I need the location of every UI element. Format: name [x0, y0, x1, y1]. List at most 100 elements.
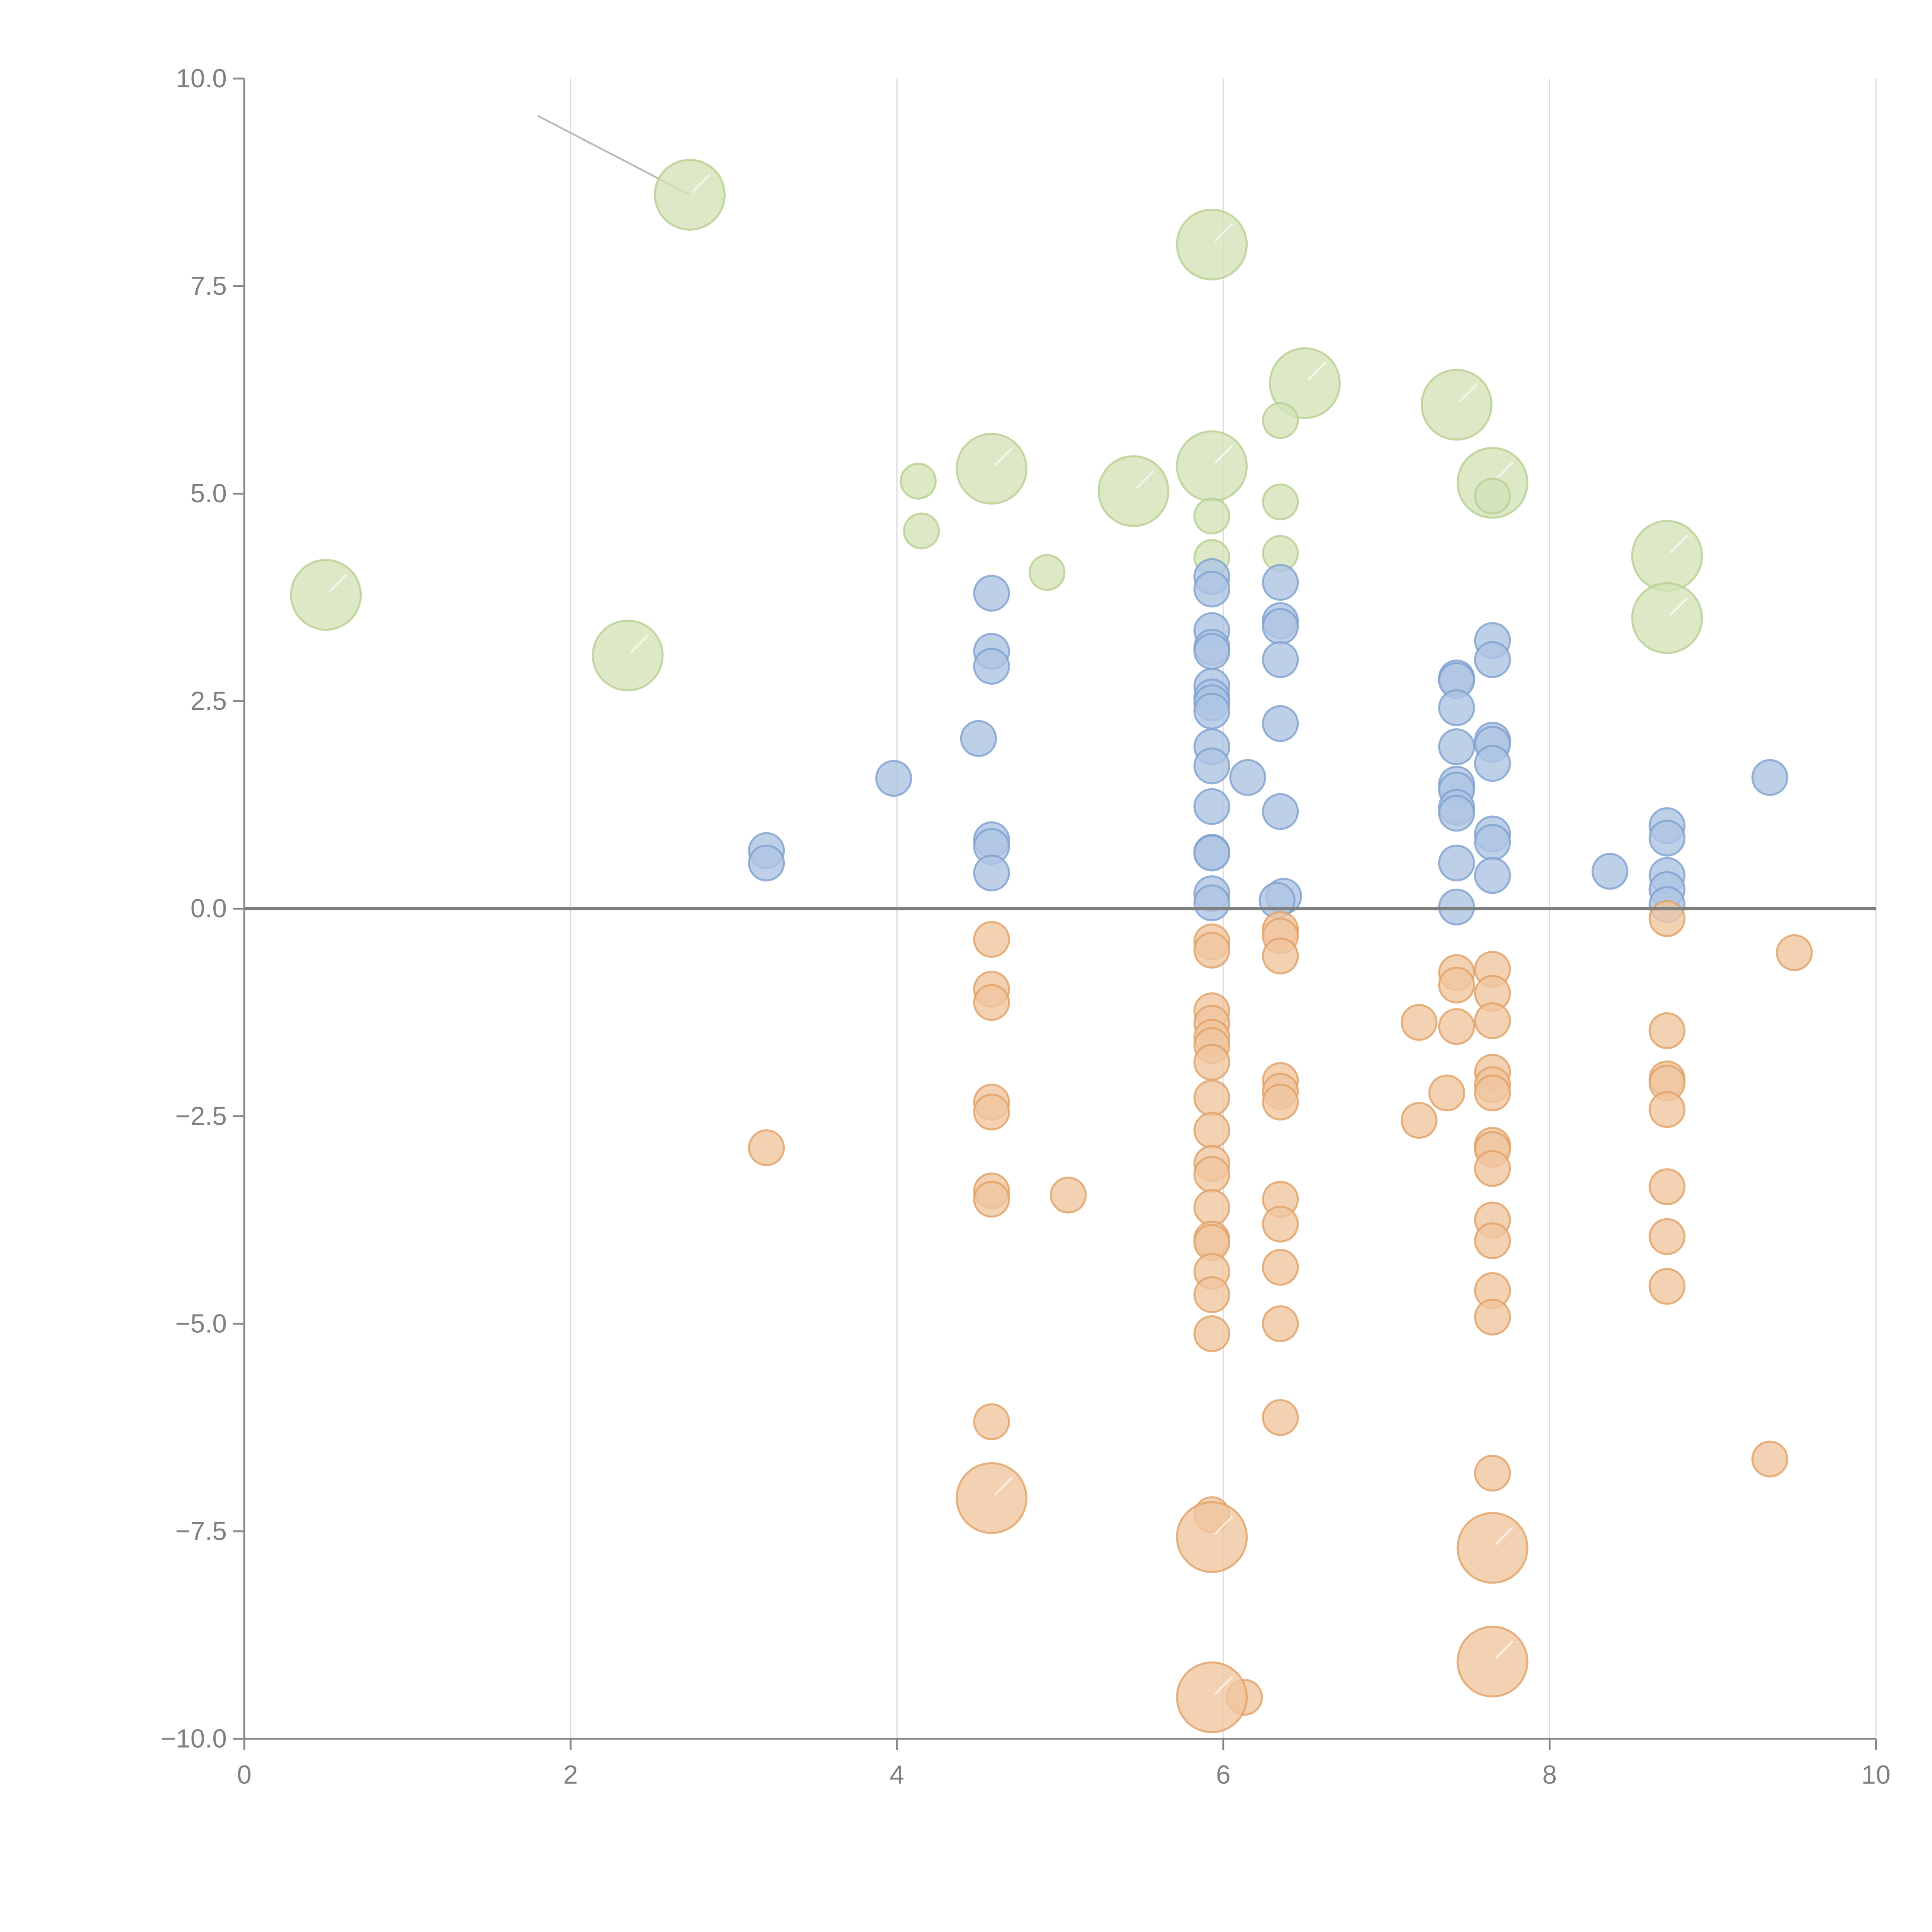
bubble-blue-28[interactable] — [1193, 747, 1230, 784]
bubble-orange-71[interactable] — [1456, 1512, 1529, 1584]
bubble-orange-18[interactable] — [1474, 1002, 1511, 1039]
bubble-blue-51[interactable] — [1474, 857, 1511, 894]
bubble-blue-20[interactable] — [1193, 692, 1230, 730]
bubble-orange-49[interactable] — [1193, 1189, 1230, 1226]
bubble-blue-11[interactable] — [1262, 641, 1299, 678]
bubble-green-11[interactable] — [1262, 483, 1299, 520]
bubble-orange-37[interactable] — [1193, 1112, 1230, 1149]
bubble-blue-31[interactable] — [1751, 759, 1789, 796]
bubble-orange-58[interactable] — [1648, 1268, 1686, 1305]
bubble-pointer-green-5 — [994, 447, 1013, 466]
bubble-orange-38[interactable] — [748, 1129, 785, 1167]
bubble-orange-55[interactable] — [1474, 1222, 1511, 1259]
bubble-green-5[interactable] — [956, 433, 1028, 505]
bubble-orange-7[interactable] — [1262, 937, 1299, 975]
bubble-blue-12[interactable] — [1474, 641, 1511, 678]
bubble-orange-64[interactable] — [1262, 1399, 1299, 1436]
bubble-orange-34[interactable] — [1648, 1091, 1686, 1128]
bubble-orange-56[interactable] — [1262, 1248, 1299, 1286]
bubble-blue-5[interactable] — [1262, 608, 1299, 645]
bubble-blue-36[interactable] — [1438, 794, 1475, 832]
bubble-blue-37[interactable] — [1262, 793, 1299, 830]
bubble-blue-34[interactable] — [1193, 788, 1230, 825]
bubble-green-20[interactable] — [592, 619, 664, 692]
bubble-green-9[interactable] — [1097, 455, 1170, 527]
bubble-green-3[interactable] — [1420, 369, 1493, 441]
bubble-green-15[interactable] — [1631, 520, 1703, 592]
bubble-blue-2[interactable] — [1262, 564, 1299, 601]
bubble-orange-0[interactable] — [1648, 900, 1686, 937]
bubble-blue-47[interactable] — [748, 844, 785, 882]
bubble-blue-19[interactable] — [1438, 689, 1475, 726]
bubble-orange-22[interactable] — [1193, 1044, 1230, 1081]
bubble-blue-30[interactable] — [1229, 759, 1266, 796]
bubble-orange-60[interactable] — [1193, 1276, 1230, 1313]
bubble-blue-1[interactable] — [1193, 570, 1230, 608]
bubble-orange-5[interactable] — [1193, 932, 1230, 969]
bubble-orange-62[interactable] — [1262, 1305, 1299, 1342]
bubble-pointer-green-2 — [1308, 362, 1326, 381]
bubble-orange-52[interactable] — [1648, 1218, 1686, 1255]
bubble-blue-13[interactable] — [973, 648, 1010, 685]
bubble-orange-66[interactable] — [1751, 1440, 1789, 1478]
bubble-green-13[interactable] — [903, 512, 940, 549]
bubble-orange-65[interactable] — [973, 1403, 1010, 1440]
bubble-orange-29[interactable] — [1428, 1074, 1466, 1112]
bubble-orange-74[interactable] — [1176, 1661, 1248, 1733]
bubble-orange-70[interactable] — [1176, 1501, 1248, 1573]
bubble-orange-3[interactable] — [973, 921, 1010, 958]
bubble-orange-35[interactable] — [973, 1094, 1010, 1131]
bubble-blue-22[interactable] — [960, 720, 997, 757]
bubble-blue-29[interactable] — [875, 760, 912, 797]
bubble-blue-49[interactable] — [1591, 853, 1629, 890]
bubble-orange-48[interactable] — [973, 1180, 1010, 1218]
bubble-pointer-green-20 — [630, 634, 649, 653]
bubble-green-12[interactable] — [1193, 497, 1230, 535]
bubble-green-17[interactable] — [1029, 554, 1066, 591]
bubble-orange-36[interactable] — [1400, 1102, 1438, 1139]
bubble-green-4[interactable] — [1262, 402, 1299, 439]
bubble-green-19[interactable] — [1631, 582, 1703, 654]
bubble-blue-3[interactable] — [973, 575, 1010, 612]
bubble-orange-30[interactable] — [1474, 1074, 1511, 1112]
bubble-orange-43[interactable] — [1193, 1156, 1230, 1193]
bubble-blue-25[interactable] — [1438, 728, 1475, 765]
bubble-orange-15[interactable] — [1400, 1004, 1438, 1041]
bubble-blue-46[interactable] — [1193, 834, 1230, 872]
bubble-blue-42[interactable] — [1474, 823, 1511, 861]
bubble-orange-16[interactable] — [1438, 1008, 1475, 1045]
bubble-orange-32[interactable] — [1262, 1083, 1299, 1121]
bubble-orange-46[interactable] — [1049, 1177, 1087, 1214]
bubble-blue-21[interactable] — [1262, 705, 1299, 742]
bubble-blue-40[interactable] — [1648, 820, 1686, 857]
bubble-green-10[interactable] — [1474, 478, 1511, 515]
bubble-orange-44[interactable] — [1648, 1168, 1686, 1206]
bubble-blue-27[interactable] — [1474, 745, 1511, 782]
bubble-blue-57[interactable] — [1193, 884, 1230, 922]
bubble-blue-48[interactable] — [1438, 844, 1475, 882]
bubble-orange-68[interactable] — [956, 1462, 1028, 1534]
bubble-pointer-orange-74 — [1214, 1676, 1233, 1695]
bubble-orange-72[interactable] — [1456, 1626, 1529, 1698]
bubble-orange-10[interactable] — [1438, 966, 1475, 1004]
bubble-orange-67[interactable] — [1474, 1454, 1511, 1492]
bubble-pointer-orange-72 — [1495, 1641, 1514, 1659]
bubble-blue-59[interactable] — [1438, 888, 1475, 926]
bubble-orange-31[interactable] — [1193, 1079, 1230, 1117]
bubble-blue-50[interactable] — [973, 854, 1010, 891]
bubble-orange-63[interactable] — [1193, 1315, 1230, 1352]
bubble-blue-9[interactable] — [1193, 633, 1230, 670]
bubble-orange-51[interactable] — [1262, 1206, 1299, 1243]
bubble-orange-13[interactable] — [973, 984, 1010, 1021]
bubble-orange-19[interactable] — [1648, 1012, 1686, 1049]
bubble-green-1[interactable] — [1176, 208, 1248, 281]
bubble-green-7[interactable] — [900, 463, 937, 500]
bubble-green-18[interactable] — [290, 559, 362, 631]
bubble-green-6[interactable] — [1176, 430, 1248, 502]
bubble-orange-61[interactable] — [1474, 1298, 1511, 1336]
x-tick-label: 6 — [1216, 1760, 1231, 1789]
bubble-green-0[interactable] — [654, 159, 726, 231]
bubble-orange-6[interactable] — [1776, 934, 1813, 971]
bubble-orange-42[interactable] — [1474, 1150, 1511, 1187]
